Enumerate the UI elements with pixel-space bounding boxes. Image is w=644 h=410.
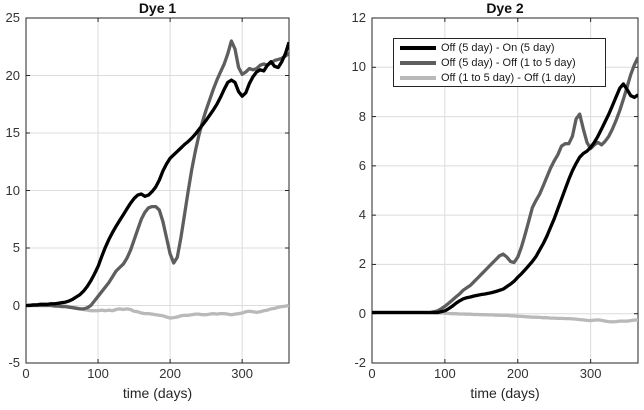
chart-title-dye2: Dye 2 — [486, 0, 524, 16]
x-tick-label: 100 — [434, 366, 456, 381]
x-axis-label-dye1: time (days) — [122, 385, 193, 401]
series-line-1 — [372, 56, 638, 315]
legend-line-sample — [400, 75, 436, 80]
y-tick-label: 0 — [358, 305, 366, 321]
y-tick-label: 0 — [12, 297, 20, 313]
legend: Off (5 day) - On (5 day) Off (5 day) - Of… — [393, 38, 606, 87]
x-axis-label-dye2: time (days) — [470, 385, 540, 401]
x-tick-label: 300 — [231, 366, 253, 381]
x-tick-label: 200 — [159, 366, 181, 381]
legend-label: Off (5 day) - Off (1 to 5 day) — [441, 56, 576, 69]
legend-item-1: Off (5 day) - Off (1 to 5 day) — [394, 55, 605, 70]
y-tick-label: 8 — [358, 108, 366, 124]
y-tick-label: -5 — [8, 355, 20, 370]
y-tick-label: 15 — [5, 125, 20, 140]
y-tick-label: 2 — [358, 256, 366, 272]
legend-item-0: Off (5 day) - On (5 day) — [394, 40, 605, 55]
y-tick-label: 25 — [5, 10, 20, 25]
y-tick-label: 20 — [5, 67, 20, 83]
legend-line-sample — [400, 60, 436, 65]
x-tick-label: 0 — [22, 366, 30, 381]
y-tick-label: 4 — [358, 207, 366, 223]
series-group — [26, 39, 289, 320]
x-tick-label: 200 — [506, 366, 529, 381]
y-tick-label: 6 — [358, 157, 366, 173]
series-line-0 — [26, 41, 289, 308]
series-line-0 — [372, 82, 638, 315]
x-tick-label: 100 — [87, 366, 109, 381]
x-tick-label: 0 — [368, 366, 376, 381]
y-tick-label: 5 — [12, 240, 20, 255]
y-tick-label: 10 — [351, 59, 366, 75]
legend-label: Off (1 to 5 day) - Off (1 day) — [441, 71, 576, 84]
legend-item-2: Off (1 to 5 day) - Off (1 day) — [394, 70, 605, 85]
plot-area-0 — [25, 17, 290, 364]
y-tick-label: 10 — [5, 182, 20, 198]
chart-title-dye1: Dye 1 — [138, 0, 177, 16]
series-line-1 — [26, 39, 289, 311]
series-group — [372, 56, 638, 324]
y-tick-label: -2 — [354, 355, 366, 370]
axes-frame — [371, 17, 639, 364]
plot-area-1 — [371, 17, 639, 364]
legend-label: Off (5 day) - On (5 day) — [441, 41, 555, 54]
y-tick-label: 12 — [351, 10, 366, 25]
legend-line-sample — [400, 45, 436, 50]
x-tick-label: 300 — [579, 366, 602, 381]
